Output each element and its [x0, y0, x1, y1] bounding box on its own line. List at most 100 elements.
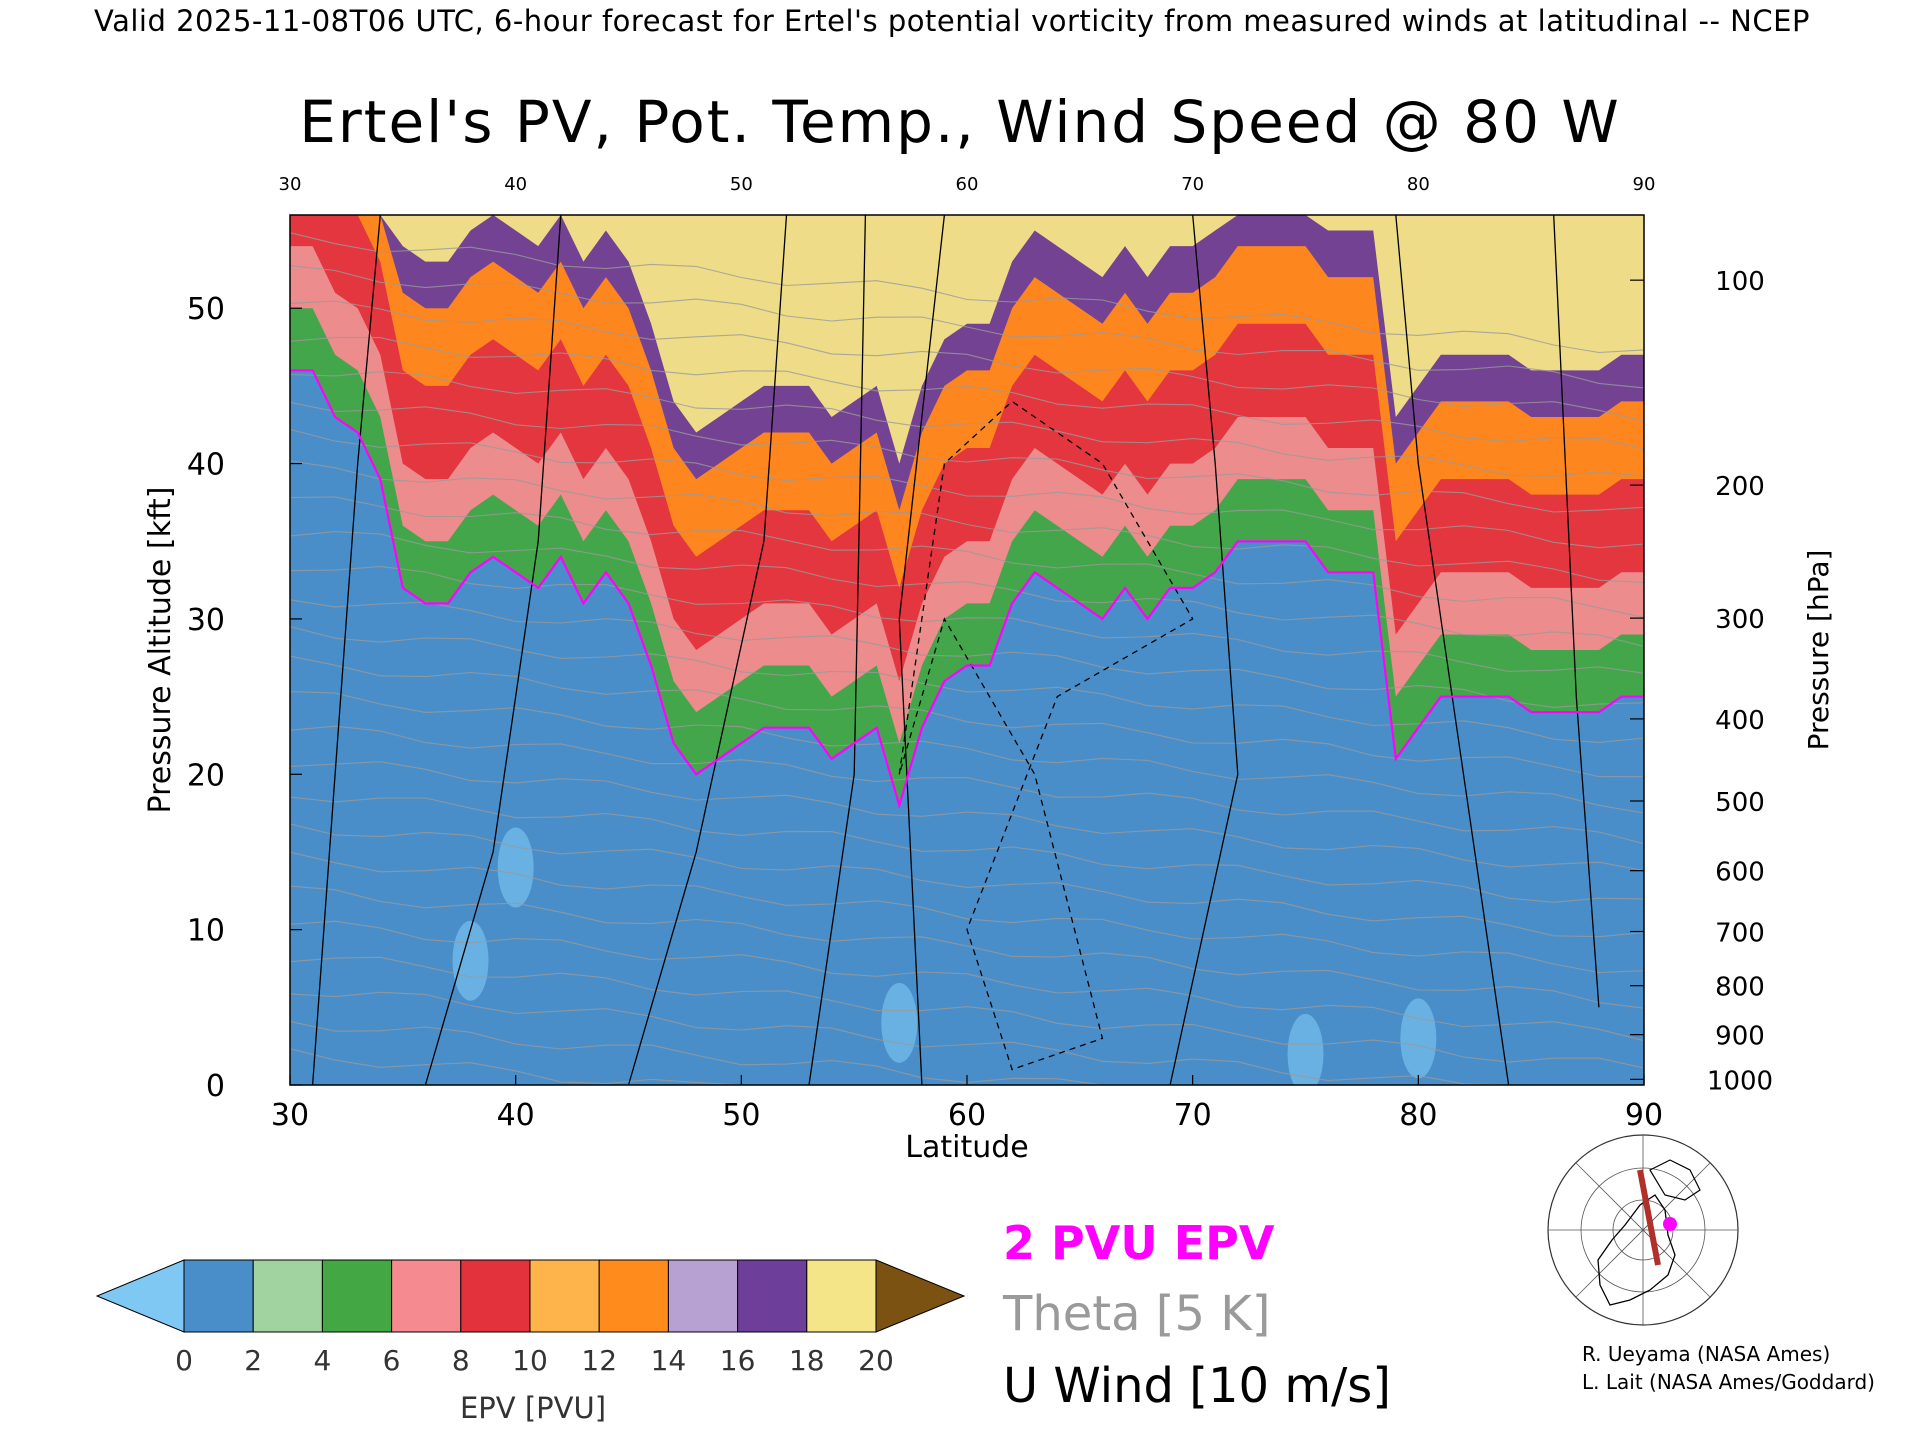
theta-line-13: [290, 625, 1644, 743]
p-tick-label-200: 200: [1715, 472, 1765, 502]
colorbar-tick-16: 16: [720, 1344, 756, 1377]
wind-contour-7: [1553, 215, 1600, 1008]
p-tick-label-300: 300: [1715, 605, 1765, 635]
theta-line-16: [290, 531, 1644, 648]
wind-contour-5: [1169, 215, 1239, 1085]
pv-color-field: [290, 215, 1644, 1085]
colorbar-segment-1: [252, 1259, 323, 1333]
x-tick-label-50: 50: [722, 1098, 760, 1133]
colorbar-segment-4: [460, 1259, 531, 1333]
x-axis-label: Latitude: [905, 1130, 1028, 1165]
x-top-tick-label-30: 30: [279, 174, 302, 195]
y-tick-label-20: 20: [187, 758, 225, 793]
credit-lait: L. Lait (NASA Ames/Goddard): [1582, 1370, 1875, 1394]
colorbar-tick-8: 8: [452, 1344, 470, 1377]
y-tick-label-50: 50: [187, 292, 225, 327]
x-tick-label-90: 90: [1625, 1098, 1663, 1133]
low-pv-patch-2: [881, 982, 918, 1063]
wind-contour-6: [1395, 215, 1510, 1085]
colorbar: 0 2 4 6 8 10 12 14 16 18 20: [95, 1259, 966, 1377]
colorbar-segment-8: [737, 1259, 808, 1333]
x-tick-label-30: 30: [271, 1098, 309, 1133]
theta-line-8: [290, 796, 1644, 903]
low-pv-patch-4: [1400, 998, 1437, 1079]
x-top-tick-label-60: 60: [956, 174, 979, 195]
theta-line-11: [290, 691, 1644, 814]
p-tick-label-100: 100: [1715, 267, 1765, 297]
colorbar-over-arrow: [875, 1259, 966, 1333]
colorbar-tick-20: 20: [858, 1344, 894, 1377]
pv-band-3: [290, 215, 1644, 588]
credit-ueyama: R. Ueyama (NASA Ames): [1582, 1342, 1831, 1366]
p-tick-label-800: 800: [1715, 973, 1765, 1003]
low-pv-patch-0: [452, 920, 489, 1001]
colorbar-segment-5: [529, 1259, 600, 1333]
legend-2pvu: 2 PVU EPV: [1003, 1216, 1275, 1270]
theta-line-24: [290, 265, 1644, 389]
theta-line-7: [290, 823, 1644, 938]
x-top-tick-label-40: 40: [504, 174, 527, 195]
u-wind-contours: [311, 215, 1600, 1085]
wind-contour-2: [627, 215, 788, 1085]
x-tick-label-70: 70: [1174, 1098, 1212, 1133]
legend-theta: Theta [5 K]: [1003, 1286, 1271, 1342]
theta-contours: [290, 232, 1644, 1085]
p-tick-label-600: 600: [1715, 858, 1765, 888]
pv-band-5: [290, 215, 1644, 464]
wind-contour-4: [898, 215, 946, 1085]
theta-line-14: [290, 599, 1644, 708]
pv-2pvu-contour: [290, 369, 1644, 810]
pv-band-4: [290, 215, 1644, 511]
x-top-tick-label-90: 90: [1633, 174, 1656, 195]
colorbar-tick-14: 14: [651, 1344, 687, 1377]
colorbar-tick-12: 12: [581, 1344, 617, 1377]
theta-line-17: [290, 496, 1644, 618]
plot-title: Ertel's PV, Pot. Temp., Wind Speed @ 80 …: [299, 88, 1621, 156]
colorbar-label: EPV [PVU]: [460, 1391, 606, 1425]
colorbar-tick-10: 10: [512, 1344, 548, 1377]
theta-line-20: [290, 401, 1644, 513]
y-tick-label-30: 30: [187, 603, 225, 638]
theta-line-4: [290, 920, 1644, 1042]
colorbar-tick-0: 0: [175, 1344, 193, 1377]
colorbar-segment-3: [391, 1259, 462, 1333]
theta-line-6: [290, 851, 1644, 974]
wind-contour-0: [311, 215, 381, 1085]
theta-line-15: [290, 565, 1644, 674]
colorbar-segment-7: [667, 1259, 739, 1333]
p-tick-label-1000: 1000: [1707, 1066, 1773, 1096]
y-axis-label: Pressure Altitude [kft]: [143, 487, 178, 814]
valid-time-header: Valid 2025-11-08T06 UTC, 6-hour forecast…: [94, 4, 1810, 38]
y-tick-label-40: 40: [187, 448, 225, 483]
wind-easterly-contour-0: [898, 400, 1194, 1071]
y-tick-label-0: 0: [206, 1069, 225, 1104]
theta-line-22: [290, 336, 1644, 450]
pressure-axis-label: Pressure [hPa]: [1802, 550, 1835, 751]
theta-line-18: [290, 460, 1644, 584]
p-tick-label-400: 400: [1715, 706, 1765, 736]
colorbar-under-arrow: [95, 1259, 185, 1333]
theta-line-12: [290, 655, 1644, 778]
wind-contour-3: [808, 215, 867, 1085]
colorbar-tick-18: 18: [789, 1344, 825, 1377]
theta-line-25: [290, 232, 1644, 354]
colorbar-segment-9: [806, 1259, 877, 1333]
x-tick-label-60: 60: [948, 1098, 986, 1133]
x-top-tick-label-70: 70: [1181, 174, 1204, 195]
p-tick-label-500: 500: [1715, 788, 1765, 818]
theta-line-0: [290, 1048, 1644, 1085]
low-pv-patch-1: [497, 827, 534, 908]
low-pv-patch-3: [1287, 1013, 1324, 1085]
theta-line-9: [290, 761, 1644, 872]
colorbar-segment-2: [321, 1259, 393, 1333]
colorbar-segment-6: [598, 1259, 669, 1333]
legend-u-wind: U Wind [10 m/s]: [1003, 1358, 1392, 1414]
p-tick-label-700: 700: [1715, 919, 1765, 949]
y-tick-label-10: 10: [187, 914, 225, 949]
x-tick-label-80: 80: [1399, 1098, 1437, 1133]
pv-2pvu-contour-layer: [290, 369, 1644, 810]
colorbar-tick-2: 2: [244, 1344, 262, 1377]
theta-line-19: [290, 428, 1644, 549]
theta-line-21: [290, 371, 1644, 477]
